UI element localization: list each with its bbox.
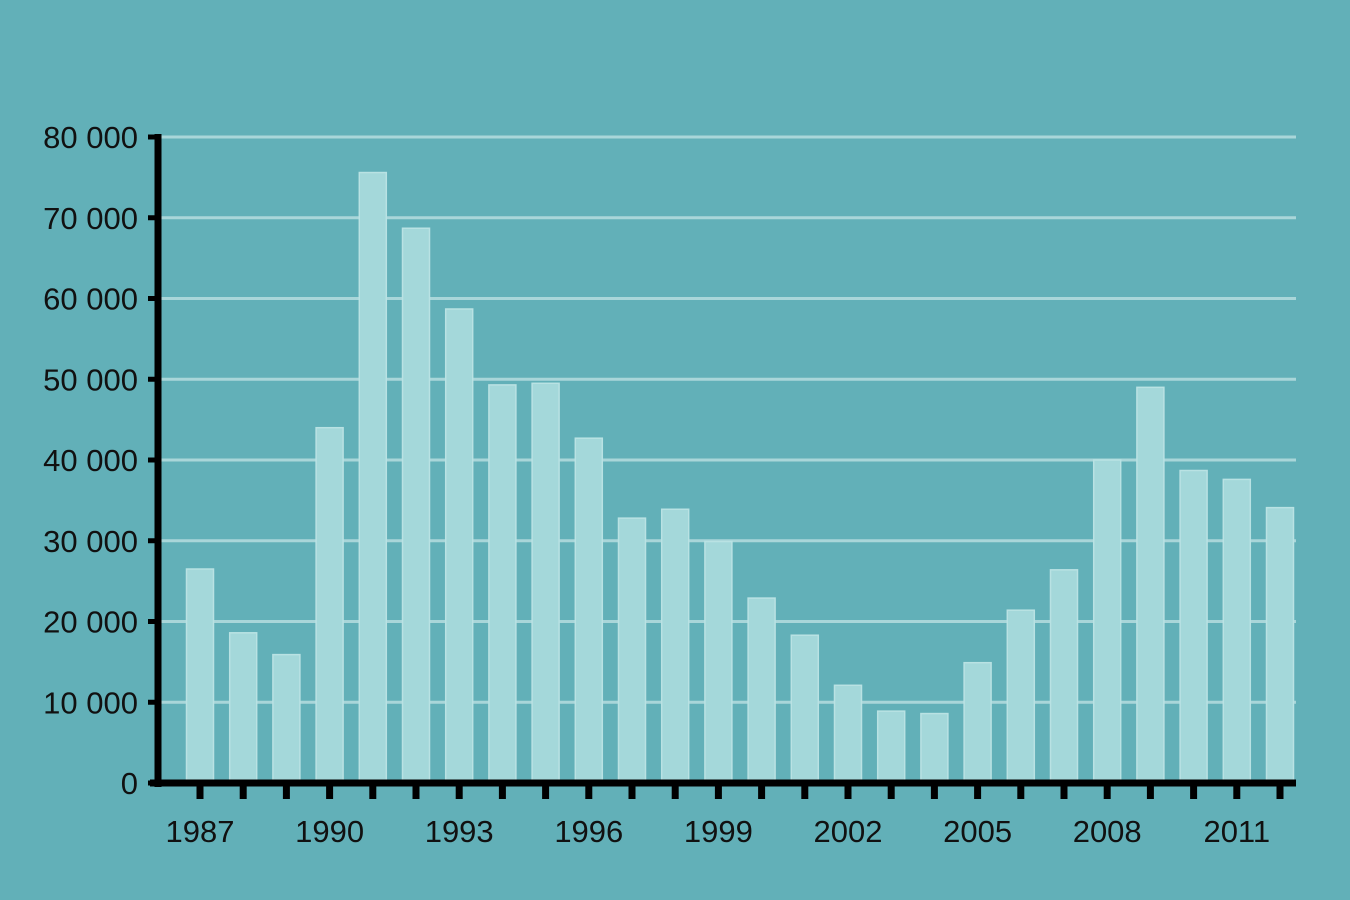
- x-tick-label-1996: 1996: [554, 814, 623, 849]
- x-tick-labels: 1987 1990 1993 1996 1999 2002 2005 2008 2011: [166, 814, 1271, 849]
- bar-2011: [1222, 478, 1252, 784]
- bar-1996: [574, 437, 604, 784]
- y-tick-label-10000: 10 000: [43, 685, 138, 720]
- bar-2007: [1049, 569, 1079, 784]
- bar-2000: [747, 597, 776, 784]
- x-tick-label-2002: 2002: [814, 814, 883, 849]
- bar-2004: [920, 712, 949, 784]
- y-tick-label-30000: 30 000: [43, 524, 138, 559]
- bar-1993: [444, 308, 474, 784]
- bar-1990: [315, 426, 344, 784]
- bar-2002: [833, 684, 863, 784]
- bar-2009: [1136, 386, 1165, 784]
- y-tick-labels: 0 10 000 20 000 30 000 40 000 50 000 60 000 70 …: [43, 120, 138, 801]
- bar-1988: [228, 632, 258, 784]
- y-tick-label-0: 0: [121, 766, 138, 801]
- y-tick-label-80000: 80 000: [43, 120, 138, 155]
- bar-2003: [876, 710, 906, 784]
- bar-2012: [1265, 506, 1295, 784]
- y-tick-label-60000: 60 000: [43, 282, 138, 317]
- bar-2008: [1092, 459, 1122, 784]
- bars: [185, 171, 1295, 784]
- bar-2010: [1179, 469, 1208, 784]
- axes: [148, 134, 1296, 799]
- x-tick-label-1990: 1990: [295, 814, 364, 849]
- bar-1987: [185, 568, 215, 784]
- x-tick-label-2011: 2011: [1203, 814, 1270, 849]
- y-tick-label-50000: 50 000: [43, 362, 138, 397]
- y-tick-label-70000: 70 000: [43, 201, 138, 236]
- bar-1999: [704, 540, 733, 784]
- bar-2006: [1006, 609, 1036, 784]
- bar-1998: [660, 508, 690, 784]
- x-tick-label-1993: 1993: [425, 814, 494, 849]
- bar-1994: [488, 384, 517, 784]
- x-tick-label-2008: 2008: [1073, 814, 1142, 849]
- x-tick-label-1987: 1987: [166, 814, 235, 849]
- bar-1995: [531, 382, 560, 784]
- x-tick-label-2005: 2005: [943, 814, 1012, 849]
- y-tick-label-40000: 40 000: [43, 443, 138, 478]
- bar-1992: [401, 227, 431, 784]
- x-tick-label-1999: 1999: [684, 814, 753, 849]
- bar-1991: [358, 171, 388, 784]
- bar-1997: [617, 517, 647, 784]
- bar-1989: [272, 653, 301, 784]
- y-tick-label-20000: 20 000: [43, 605, 138, 640]
- bar-2001: [790, 634, 820, 784]
- bar-2005: [963, 661, 992, 784]
